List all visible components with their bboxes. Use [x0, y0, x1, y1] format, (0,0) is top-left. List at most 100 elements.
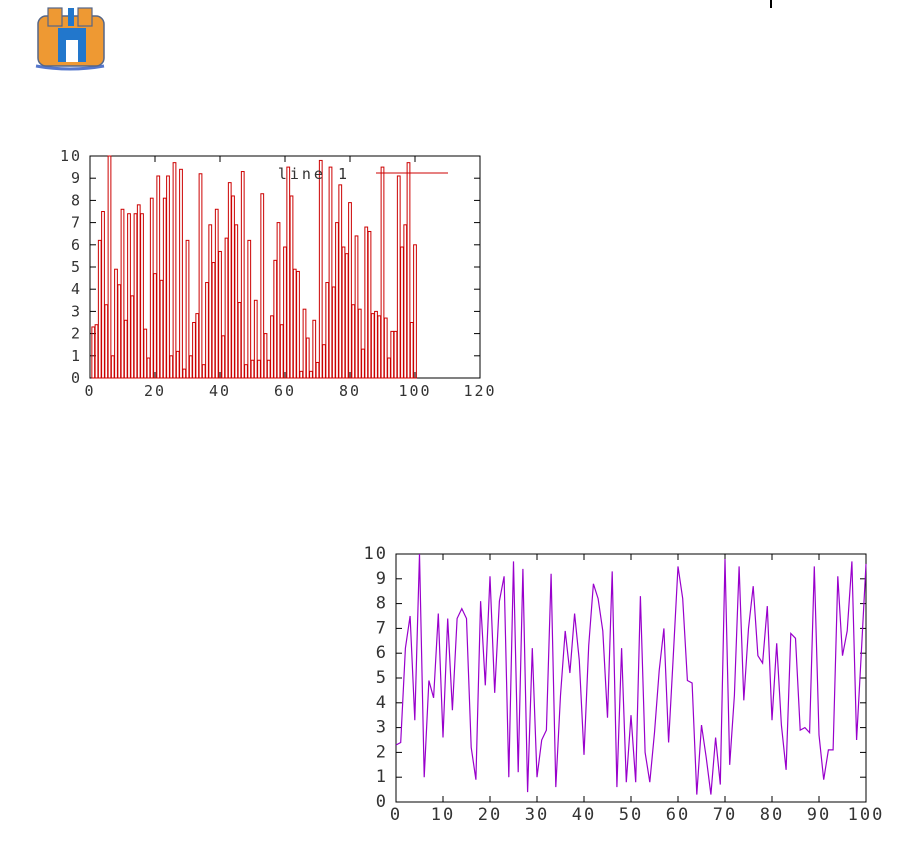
bar [94, 324, 99, 379]
bar [299, 370, 304, 379]
bar [218, 250, 222, 379]
bar [234, 224, 239, 379]
y-tick-label: 2 [71, 325, 82, 343]
y-tick-label: 10 [364, 544, 388, 564]
bar [221, 335, 226, 379]
scrollbar-thumb[interactable] [770, 0, 772, 8]
bar-chart: 0 20 40 60 80 100 120 0 1 2 3 4 5 6 7 8 9 10 line 1 [50, 140, 520, 410]
building-logo-icon [30, 2, 114, 72]
bar [354, 235, 359, 379]
bar [198, 173, 203, 379]
x-tick-label: 40 [572, 805, 596, 825]
bar [377, 315, 382, 379]
bar [214, 208, 219, 379]
bar [279, 324, 284, 379]
bar [286, 166, 291, 379]
bar [208, 224, 213, 379]
bar [266, 359, 271, 379]
y-tick-label: 1 [376, 767, 388, 787]
bar [357, 308, 362, 379]
bar [361, 348, 365, 379]
x-tick-label: 40 [209, 382, 231, 400]
bar [318, 159, 323, 379]
bar [283, 246, 287, 379]
bar [146, 357, 151, 379]
x-tick-label: 100 [848, 805, 885, 825]
bar [396, 175, 401, 379]
y-tick-label: 5 [71, 258, 82, 276]
series-line [395, 553, 867, 795]
bar [123, 319, 128, 379]
bar [182, 368, 187, 379]
bar [107, 155, 112, 379]
x-tick-label: 90 [807, 805, 831, 825]
bar [302, 308, 307, 379]
x-tick-label: 0 [390, 805, 402, 825]
bar [120, 208, 125, 379]
bar [247, 239, 252, 379]
bar [162, 197, 167, 379]
y-tick-label: 6 [376, 643, 388, 663]
x-tick-label: 20 [478, 805, 502, 825]
bar [114, 268, 118, 379]
bar [348, 202, 352, 379]
bar [335, 222, 339, 379]
bar [185, 239, 190, 379]
bar [260, 193, 265, 379]
bar [338, 184, 343, 379]
bar [390, 330, 395, 379]
bar [140, 213, 144, 379]
bar [227, 182, 232, 379]
x-tick-label: 80 [339, 382, 361, 400]
bar [244, 364, 248, 379]
x-tick-label: 80 [760, 805, 784, 825]
bar [370, 313, 375, 379]
bar [253, 299, 258, 379]
bar [374, 310, 378, 379]
bar [143, 328, 148, 379]
y-tick-label: 7 [376, 618, 388, 638]
y-tick-label: 5 [376, 668, 388, 688]
bar [276, 222, 281, 379]
bar [149, 197, 154, 379]
bar [367, 230, 372, 379]
y-tick-label: 3 [376, 718, 388, 738]
y-tick-label: 8 [376, 594, 388, 614]
x-tick-label: 10 [431, 805, 455, 825]
bar [292, 268, 297, 379]
plot-frame [395, 553, 867, 803]
bar [257, 359, 261, 379]
bar [175, 350, 180, 379]
y-tick-label: 6 [71, 236, 82, 254]
y-tick-label: 7 [71, 214, 82, 232]
bar [127, 213, 131, 379]
y-tick-label: 4 [71, 280, 82, 298]
plot-frame [89, 155, 481, 379]
bar [403, 224, 408, 379]
bar [380, 166, 385, 379]
bar [263, 333, 268, 379]
bar [328, 166, 333, 379]
bar [387, 357, 391, 379]
bar [383, 317, 388, 379]
bar [231, 195, 235, 379]
x-tick-label: 60 [274, 382, 296, 400]
bar [315, 361, 320, 379]
bar [250, 359, 255, 379]
bar [296, 270, 300, 379]
bar [205, 282, 209, 379]
bar [400, 246, 404, 379]
x-tick-label: 100 [398, 382, 431, 400]
x-tick-label: 0 [84, 382, 95, 400]
bar [289, 195, 294, 379]
bar [110, 355, 115, 379]
y-tick-label: 3 [71, 302, 82, 320]
bar [270, 315, 274, 379]
bar [406, 162, 411, 379]
bar [133, 213, 138, 379]
bar [240, 171, 245, 379]
y-tick-label: 2 [376, 742, 388, 762]
bar [179, 168, 183, 379]
bar [312, 319, 317, 379]
bar [169, 355, 174, 379]
